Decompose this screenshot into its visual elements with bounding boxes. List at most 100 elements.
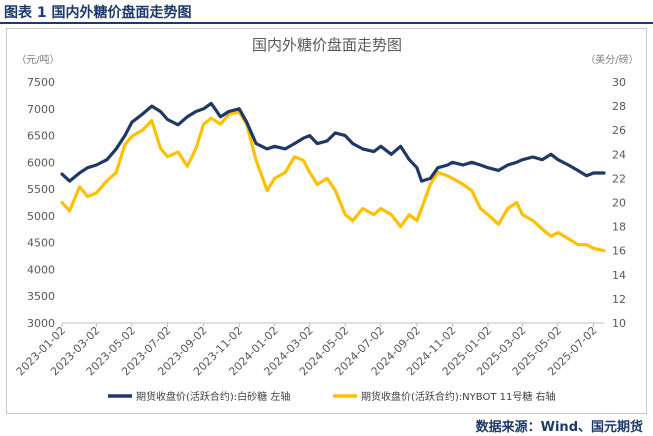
nybot-point-26 <box>293 155 296 158</box>
nybot-point-31 <box>334 189 337 192</box>
domestic-point-48 <box>479 164 482 166</box>
legend-label-0: 期货收盘价(活跃合约):白砂糖 左轴 <box>136 390 290 403</box>
right-axis-tick-6: 22 <box>612 172 626 185</box>
figure-label: 图表 1 国内外糖价盘面走势图 <box>4 5 192 21</box>
domestic-point-43 <box>437 166 439 169</box>
nybot-point-12 <box>166 155 169 158</box>
left-axis-tick-8: 7000 <box>27 103 55 116</box>
domestic-point-39 <box>408 158 411 161</box>
domestic-point-50 <box>497 169 500 172</box>
domestic-point-42 <box>429 177 432 180</box>
nybot-point-9 <box>141 129 144 132</box>
nybot-point-39 <box>408 213 411 216</box>
nybot-point-14 <box>186 165 189 168</box>
domestic-point-49 <box>487 166 489 169</box>
domestic-point-55 <box>541 158 544 161</box>
nybot-point-56 <box>550 235 552 238</box>
nybot-point-2 <box>78 185 81 188</box>
nybot-point-55 <box>541 228 544 230</box>
right-axis-tick-8: 26 <box>612 124 626 137</box>
right-axis-tick-10: 30 <box>612 76 626 89</box>
header-rule <box>0 22 653 24</box>
nybot-point-36 <box>379 207 382 210</box>
nybot-point-34 <box>361 207 364 210</box>
domestic-point-28 <box>308 134 311 137</box>
domestic-point-6 <box>115 148 118 150</box>
domestic-point-35 <box>372 150 375 153</box>
nybot-point-18 <box>219 123 222 126</box>
domestic-point-23 <box>266 148 268 150</box>
domestic-point-13 <box>177 123 179 126</box>
domestic-point-16 <box>202 107 205 110</box>
nybot-point-19 <box>227 113 230 116</box>
nybot-point-29 <box>316 183 319 186</box>
domestic-point-44 <box>446 164 449 166</box>
left-axis-tick-2: 4000 <box>27 263 55 276</box>
nybot-point-42 <box>429 183 432 186</box>
chart-title: 国内外糖价盘面走势图 <box>252 36 402 54</box>
domestic-point-41 <box>420 180 423 183</box>
nybot-point-62 <box>603 249 605 252</box>
domestic-point-17 <box>210 102 213 105</box>
left-axis-tick-0: 3000 <box>27 317 55 330</box>
left-axis-tick-6: 6000 <box>27 156 55 169</box>
nybot-point-23 <box>266 189 268 192</box>
nybot-point-40 <box>416 219 418 222</box>
domestic-point-59 <box>576 169 579 172</box>
nybot-point-32 <box>344 213 347 216</box>
domestic-point-51 <box>506 164 509 166</box>
nybot-point-8 <box>131 135 133 138</box>
nybot-point-24 <box>273 177 276 180</box>
domestic-point-19 <box>227 110 230 113</box>
domestic-point-45 <box>451 161 454 164</box>
nybot-point-51 <box>506 207 509 210</box>
nybot-point-48 <box>479 207 482 210</box>
left-axis-tick-3: 4500 <box>27 237 55 250</box>
nybot-point-27 <box>302 159 305 162</box>
domestic-point-4 <box>95 164 98 166</box>
nybot-point-49 <box>487 213 489 216</box>
nybot-point-43 <box>437 171 439 174</box>
nybot-point-59 <box>576 243 579 246</box>
domestic-point-56 <box>550 153 552 156</box>
domestic-point-27 <box>302 137 305 140</box>
domestic-point-61 <box>592 172 595 174</box>
nybot-point-58 <box>567 237 570 240</box>
domestic-point-14 <box>186 115 189 118</box>
figure-header: 图表 1 国内外糖价盘面走势图 <box>0 0 653 24</box>
right-axis-tick-3: 16 <box>612 245 626 258</box>
left-axis-tick-1: 3500 <box>27 290 55 303</box>
domestic-point-10 <box>150 105 153 107</box>
domestic-point-12 <box>166 118 169 121</box>
nybot-point-33 <box>351 219 354 222</box>
nybot-point-28 <box>308 171 311 174</box>
nybot-point-30 <box>326 177 329 180</box>
right-axis-tick-9: 28 <box>612 100 626 113</box>
domestic-point-62 <box>603 172 605 174</box>
domestic-point-54 <box>532 156 534 158</box>
series-line-domestic-sugar <box>60 101 606 183</box>
nybot-point-25 <box>284 171 287 174</box>
nybot-point-37 <box>390 213 393 216</box>
right-axis-tick-7: 24 <box>612 148 626 161</box>
nybot-point-5 <box>106 179 108 182</box>
domestic-point-24 <box>273 145 276 148</box>
legend-label-1: 期货收盘价(活跃合约):NYBOT 11号糖 右轴 <box>361 390 556 403</box>
domestic-point-46 <box>462 164 464 166</box>
data-source: 数据来源：Wind、国元期货 <box>475 420 643 435</box>
domestic-point-32 <box>344 134 347 137</box>
nybot-point-50 <box>497 223 500 226</box>
nybot-point-41 <box>420 207 423 210</box>
nybot-point-22 <box>255 159 257 162</box>
domestic-point-31 <box>334 132 337 134</box>
left-axis-unit: （元/吨） <box>16 53 59 66</box>
nybot-point-57 <box>557 231 559 234</box>
domestic-point-33 <box>351 142 354 145</box>
chart-frame <box>6 28 647 414</box>
nybot-point-46 <box>462 183 464 186</box>
domestic-point-52 <box>515 161 518 164</box>
nybot-point-35 <box>372 213 375 216</box>
domestic-point-29 <box>316 142 319 145</box>
right-axis-unit: （美分/磅） <box>585 53 638 66</box>
